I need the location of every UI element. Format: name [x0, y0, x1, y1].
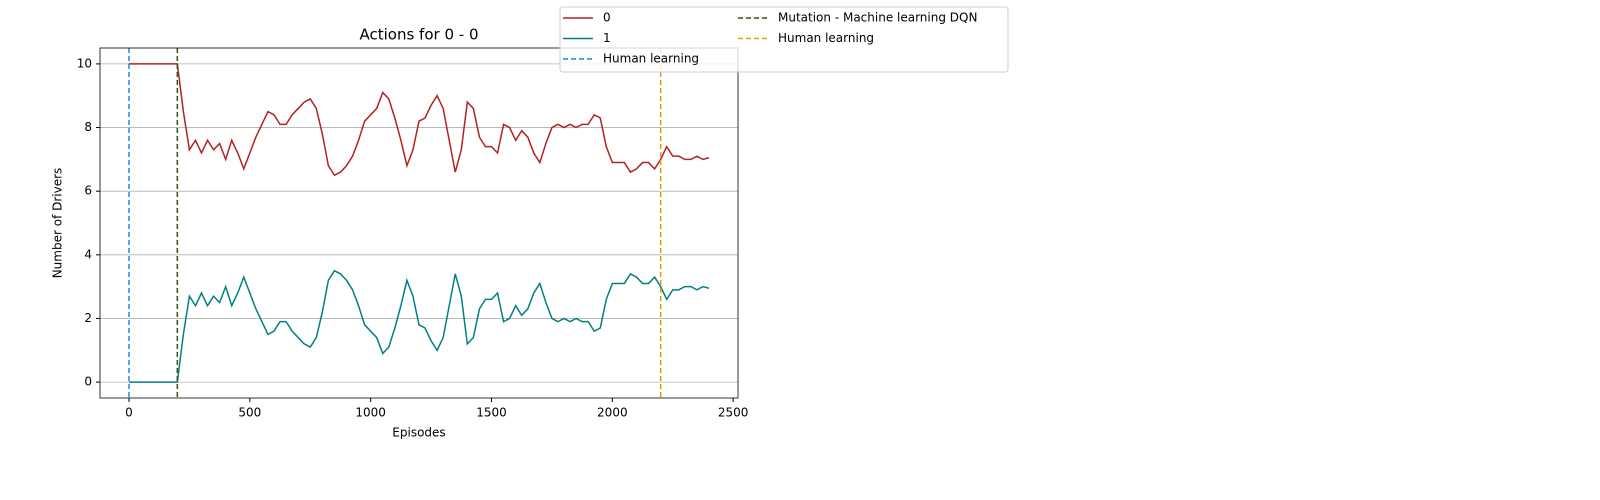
legend-label: Human learning — [603, 52, 699, 66]
y-tick-label: 6 — [84, 184, 92, 198]
chart-title: Actions for 0 - 0 — [360, 26, 479, 44]
y-tick-label: 4 — [84, 247, 92, 261]
legend-label: Mutation - Machine learning DQN — [778, 11, 977, 25]
x-axis-label: Episodes — [392, 426, 445, 440]
series-line — [129, 269, 710, 383]
y-tick-label: 0 — [84, 375, 92, 389]
x-tick-label: 2000 — [597, 406, 628, 420]
x-tick-label: 500 — [238, 406, 261, 420]
legend-label: Human learning — [778, 31, 874, 45]
x-tick-label: 1500 — [476, 406, 507, 420]
x-tick-label: 0 — [125, 406, 133, 420]
legend-label: 1 — [603, 31, 611, 45]
y-tick-label: 8 — [84, 120, 92, 134]
x-tick-label: 1000 — [355, 406, 386, 420]
y-tick-label: 10 — [77, 56, 92, 70]
y-axis-label: Number of Drivers — [51, 168, 65, 279]
plot-frame — [99, 47, 739, 399]
series-line — [129, 63, 710, 177]
legend-label: 0 — [603, 11, 611, 25]
legend-frame — [559, 6, 1009, 73]
x-tick-label: 2500 — [718, 406, 749, 420]
y-tick-label: 2 — [84, 311, 92, 325]
